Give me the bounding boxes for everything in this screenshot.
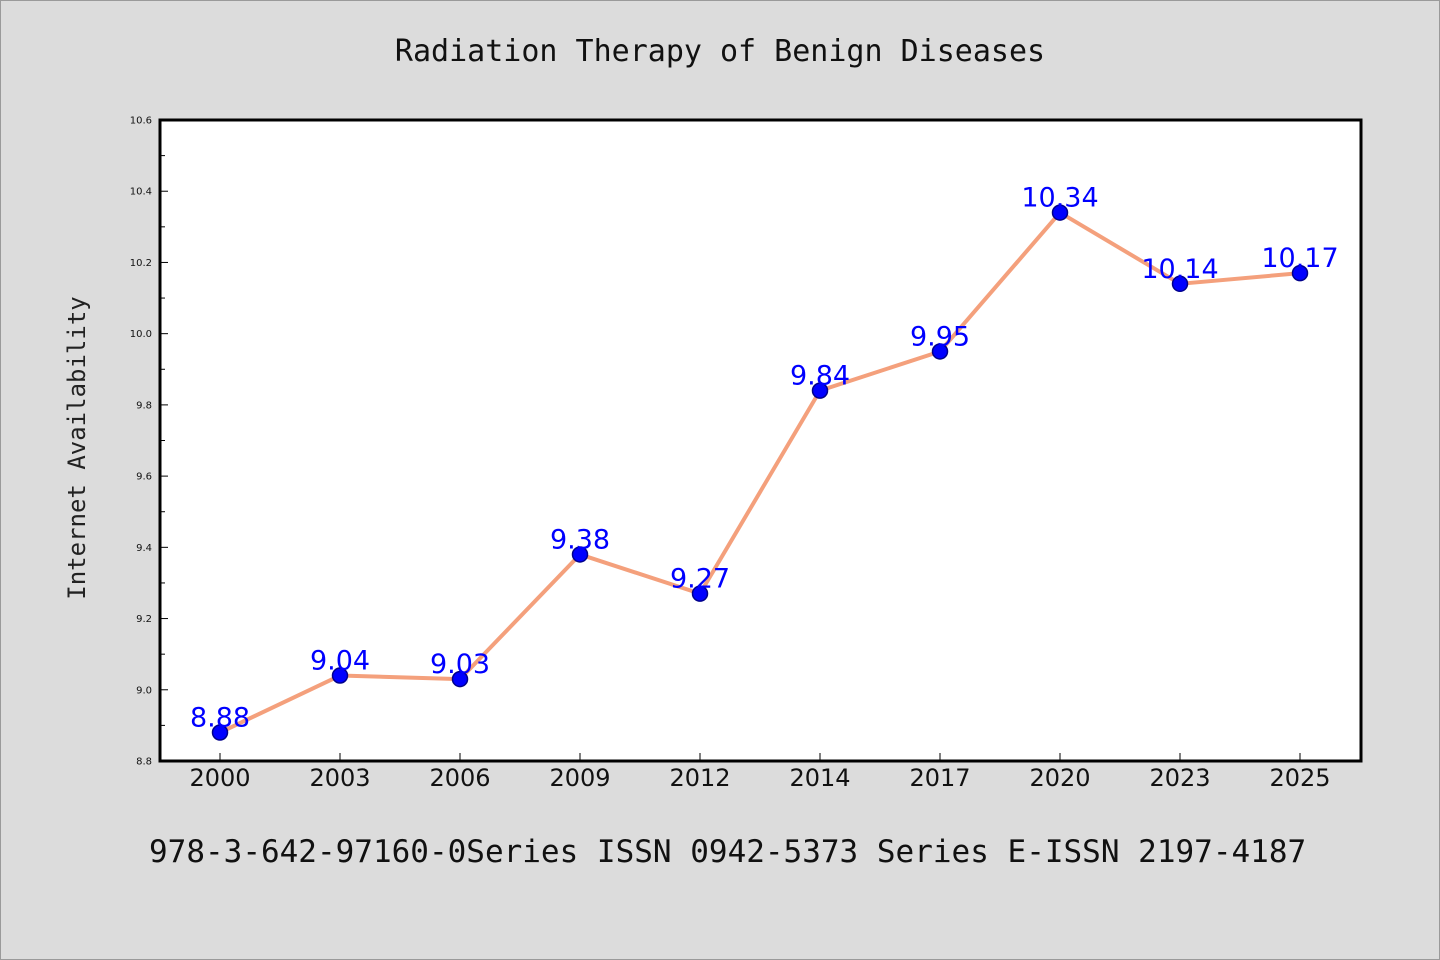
- data-label: 10.34: [1021, 183, 1098, 214]
- footer-isbn-text: 978-3-642-97160-0Series ISSN 0942-5373 S…: [149, 834, 1307, 870]
- y-tick-label: 10.0: [130, 329, 152, 340]
- x-tick-label: 2000: [189, 764, 250, 792]
- data-point-marker: [571, 546, 589, 563]
- plot-area: [158, 118, 1363, 763]
- data-point-marker: [811, 382, 829, 399]
- x-tick-label: 2012: [669, 764, 730, 792]
- data-point-marker: [1051, 204, 1069, 221]
- y-tick-label: 9.4: [136, 543, 152, 554]
- data-point-marker: [1291, 264, 1309, 282]
- x-tick-label: 2020: [1029, 764, 1090, 792]
- chart-title: Radiation Therapy of Benign Diseases: [394, 34, 1046, 69]
- series-line: [219, 210, 1301, 735]
- data-point-marker: [931, 343, 949, 360]
- y-tick-label: 9.0: [136, 685, 152, 696]
- y-tick-label: 10.4: [130, 187, 152, 198]
- x-tick-label: 2003: [309, 764, 370, 792]
- data-label: 10.17: [1261, 243, 1338, 274]
- data-point-marker: [331, 667, 349, 684]
- y-tick-label: 9.2: [136, 614, 152, 625]
- data-label-group: 8.88 9.04 9.03 9.38 9.27 9.84 9.95 10.34 10.14 10…: [190, 183, 1339, 734]
- data-point-marker: [1171, 275, 1189, 293]
- data-label: 9.03: [430, 649, 490, 680]
- data-label: 8.88: [190, 703, 250, 734]
- data-point-marker: [211, 724, 229, 741]
- data-label: 10.14: [1141, 254, 1218, 285]
- y-tick-label: 9.8: [136, 400, 152, 411]
- y-tick-label: 8.8: [136, 757, 152, 768]
- y-axis: 8.8 9.0 9.2 9.4 9.6 9.8 10.0 10.2 10.4 10.6: [130, 116, 168, 768]
- x-tick-label: 2025: [1269, 764, 1330, 792]
- data-point-marker: [451, 670, 469, 688]
- data-label: 9.84: [790, 361, 850, 392]
- x-tick-label: 2014: [789, 764, 850, 792]
- data-point-marker: [691, 585, 709, 602]
- y-tick-label: 10.2: [130, 258, 152, 269]
- data-label: 9.27: [670, 564, 730, 595]
- data-label: 9.95: [910, 321, 970, 352]
- marker-group: [211, 204, 1309, 741]
- x-axis: 2000 2003 2006 2009 2012 2014 2017 2020 2023 2025: [189, 753, 1331, 792]
- x-tick-label: 2009: [549, 764, 610, 792]
- data-label: 9.38: [550, 524, 610, 555]
- y-tick-label: 10.6: [130, 116, 152, 127]
- x-tick-label: 2023: [1149, 764, 1210, 792]
- y-tick-label: 9.6: [136, 472, 152, 483]
- series-line-group: [219, 210, 1301, 735]
- x-tick-label: 2017: [909, 764, 970, 792]
- data-label: 9.04: [310, 646, 370, 677]
- x-tick-label: 2006: [429, 764, 490, 792]
